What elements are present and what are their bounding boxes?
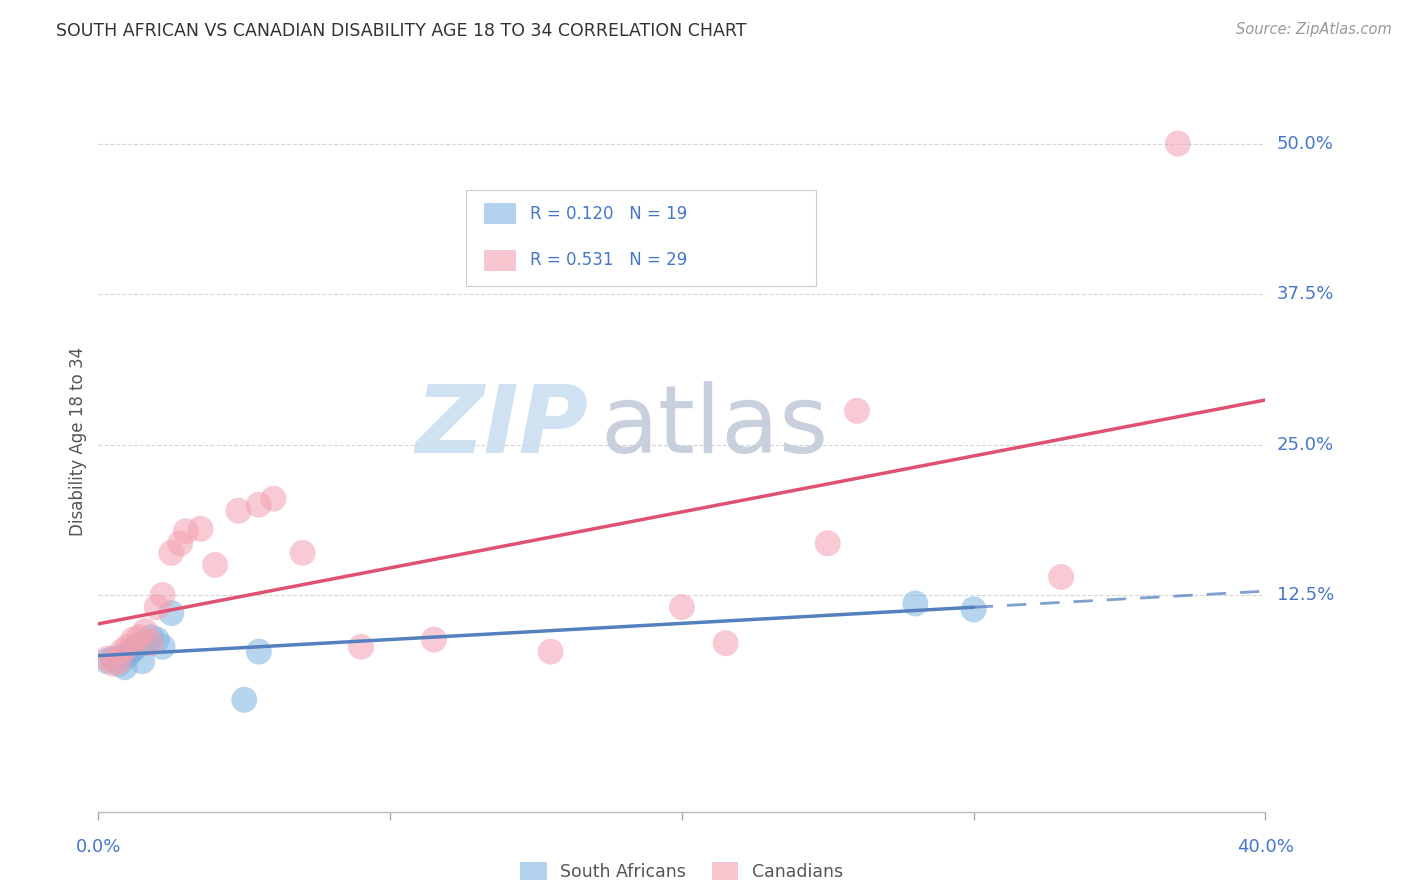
- Point: [120, 645, 142, 659]
- Point: [160, 546, 183, 560]
- Point: [96, 654, 118, 668]
- Point: [160, 606, 183, 620]
- Point: [111, 645, 134, 659]
- Bar: [484, 250, 516, 270]
- Text: 0.0%: 0.0%: [76, 838, 121, 856]
- Point: [845, 404, 868, 418]
- Text: Source: ZipAtlas.com: Source: ZipAtlas.com: [1236, 22, 1392, 37]
- Point: [190, 522, 212, 536]
- Text: 37.5%: 37.5%: [1277, 285, 1334, 303]
- Point: [247, 498, 270, 512]
- Text: atlas: atlas: [600, 381, 828, 473]
- Point: [423, 632, 446, 647]
- Point: [139, 636, 162, 650]
- Point: [131, 654, 153, 668]
- Point: [108, 657, 131, 671]
- Point: [114, 660, 136, 674]
- Text: 12.5%: 12.5%: [1277, 586, 1334, 604]
- Point: [262, 491, 284, 506]
- Point: [817, 536, 839, 550]
- Point: [117, 648, 139, 663]
- Point: [671, 600, 693, 615]
- Text: 50.0%: 50.0%: [1277, 135, 1333, 153]
- Point: [122, 642, 145, 657]
- Point: [108, 654, 131, 668]
- Point: [117, 640, 139, 654]
- Point: [101, 657, 124, 671]
- Point: [96, 652, 118, 666]
- Point: [247, 645, 270, 659]
- Point: [146, 632, 169, 647]
- Point: [169, 536, 191, 550]
- Point: [350, 640, 373, 654]
- Point: [134, 624, 156, 639]
- Point: [904, 597, 927, 611]
- Text: R = 0.531   N = 29: R = 0.531 N = 29: [530, 252, 688, 269]
- Point: [291, 546, 314, 560]
- Point: [134, 636, 156, 650]
- Point: [152, 588, 174, 602]
- Point: [139, 630, 162, 644]
- FancyBboxPatch shape: [465, 190, 815, 286]
- Text: SOUTH AFRICAN VS CANADIAN DISABILITY AGE 18 TO 34 CORRELATION CHART: SOUTH AFRICAN VS CANADIAN DISABILITY AGE…: [56, 22, 747, 40]
- Point: [111, 649, 134, 664]
- Point: [128, 630, 150, 644]
- Point: [174, 524, 197, 539]
- Point: [1050, 570, 1073, 584]
- Text: 40.0%: 40.0%: [1237, 838, 1294, 856]
- Point: [540, 645, 562, 659]
- Point: [101, 652, 124, 666]
- Point: [962, 602, 984, 616]
- Text: R = 0.120   N = 19: R = 0.120 N = 19: [530, 204, 688, 222]
- Point: [228, 504, 250, 518]
- Text: ZIP: ZIP: [416, 381, 589, 473]
- Legend: South Africans, Canadians: South Africans, Canadians: [513, 855, 851, 888]
- Point: [146, 600, 169, 615]
- Y-axis label: Disability Age 18 to 34: Disability Age 18 to 34: [69, 347, 87, 536]
- Point: [122, 632, 145, 647]
- Point: [152, 640, 174, 654]
- Point: [714, 636, 737, 650]
- Point: [1167, 136, 1189, 151]
- Point: [125, 640, 148, 654]
- Point: [204, 558, 226, 572]
- Bar: [484, 203, 516, 224]
- Point: [233, 692, 256, 706]
- Text: 25.0%: 25.0%: [1277, 435, 1334, 453]
